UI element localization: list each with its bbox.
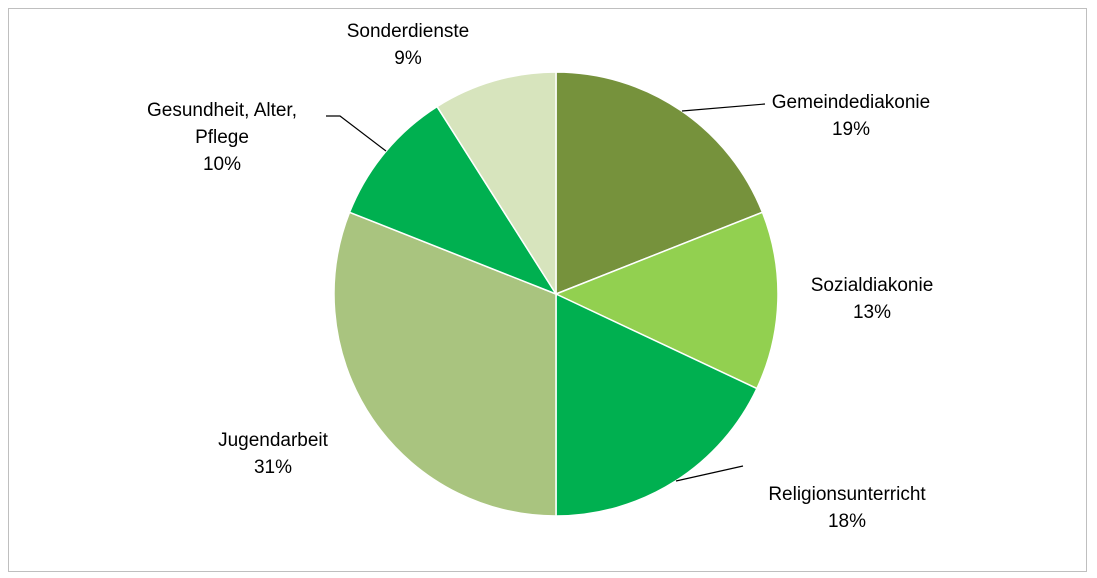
data-label-name-jugendarbeit: Jugendarbeit <box>218 430 329 451</box>
leader-line-gesundheit-alter-pflege <box>326 115 387 152</box>
data-label-pct-gemeindediakonie: 19% <box>832 119 870 140</box>
leader-line-gemeindediakonie <box>681 103 766 112</box>
data-label-pct-gesundheit-alter-pflege: 10% <box>203 154 241 175</box>
leader-line-religionsunterricht <box>675 465 744 482</box>
data-label-name-religionsunterricht: Religionsunterricht <box>768 484 926 505</box>
data-label-pct-sonderdienste: 9% <box>394 48 422 69</box>
pie-slice-gesundheit-alter-pflege <box>348 105 558 296</box>
data-label-pct-jugendarbeit: 31% <box>254 457 292 478</box>
pie-slice-sonderdienste <box>436 71 557 297</box>
data-label-name-sonderdienste: Sonderdienste <box>347 21 470 42</box>
data-label-pct-sozialdiakonie: 13% <box>853 302 891 323</box>
pie-slice-gemeindediakonie <box>555 71 764 296</box>
data-label-pct-religionsunterricht: 18% <box>828 511 866 532</box>
data-label-name-gesundheit-alter-pflege: Pflege <box>195 127 249 148</box>
pie-slice-jugendarbeit <box>333 211 557 517</box>
data-label-name-gemeindediakonie: Gemeindediakonie <box>772 92 930 113</box>
pie-slice-religionsunterricht <box>555 292 758 517</box>
data-label-name-gesundheit-alter-pflege: Gesundheit, Alter, <box>147 100 297 121</box>
data-label-name-sozialdiakonie: Sozialdiakonie <box>811 275 934 296</box>
pie-slice-sozialdiakonie <box>554 211 779 390</box>
